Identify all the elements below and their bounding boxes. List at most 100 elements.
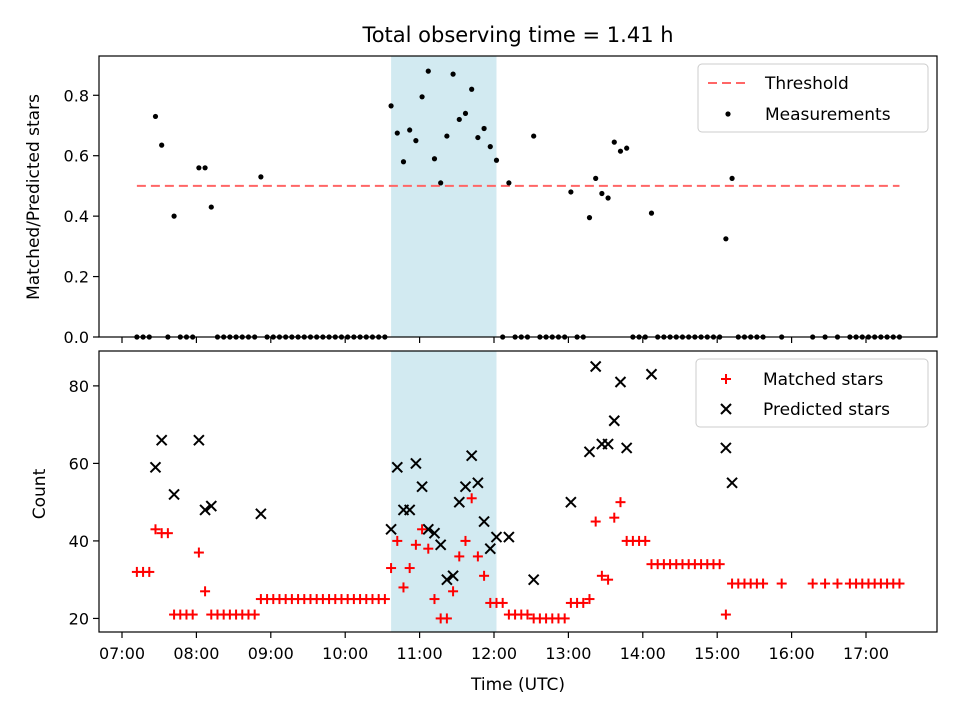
matched-star-point — [429, 594, 440, 605]
measurement-point — [506, 180, 512, 186]
measurement-point — [394, 130, 400, 136]
matched-star-point — [590, 516, 601, 527]
matched-star-point — [144, 566, 155, 577]
measurement-point — [611, 139, 617, 145]
measurement-point — [438, 180, 444, 186]
measurement-point — [159, 142, 165, 148]
predicted-star-point — [645, 368, 658, 380]
matched-star-point — [386, 563, 397, 574]
predicted-star-point — [453, 496, 465, 508]
matched-star-point — [454, 551, 465, 562]
predicted-star-point — [434, 539, 447, 551]
matched-star-point — [398, 582, 409, 593]
x-tick-label: 10:00 — [322, 644, 368, 663]
matched-star-point — [578, 597, 589, 608]
legend-measurements-label: Measurements — [765, 105, 891, 125]
x-tick-label: 12:00 — [471, 644, 517, 663]
matched-star-point — [603, 574, 614, 585]
matched-star-point — [596, 570, 607, 581]
measurement-point — [475, 134, 481, 141]
measurement-point — [586, 215, 593, 221]
measurement-point — [648, 210, 655, 216]
matched-star-point — [522, 609, 533, 620]
matched-star-point — [640, 535, 651, 546]
matched-star-point — [193, 547, 204, 558]
matched-star-point — [758, 578, 769, 589]
legend-predicted-swatch — [720, 403, 732, 415]
measurement-point — [481, 125, 487, 132]
matched-star-point — [832, 578, 843, 589]
measurement-point — [729, 175, 735, 181]
measurement-point — [605, 195, 611, 201]
predicted-star-point — [422, 523, 434, 535]
matched-star-point — [392, 535, 403, 546]
x-tick-label: 15:00 — [694, 644, 740, 663]
predicted-star-point — [465, 449, 478, 462]
measurement-point — [431, 156, 438, 162]
predicted-stars-series — [149, 360, 738, 586]
legend-threshold-label: Threshold — [764, 74, 849, 94]
predicted-star-point — [608, 415, 620, 427]
x-axis-label: Time (UTC) — [470, 675, 565, 695]
top-y-tick-label: 0.4 — [64, 207, 89, 226]
matched-star-point — [820, 578, 831, 589]
matched-star-point — [466, 493, 477, 504]
x-tick-label: 13:00 — [545, 644, 591, 663]
predicted-star-point — [726, 477, 738, 489]
bottom-y-axis: 20 40 60 80 — [69, 377, 99, 628]
measurement-point — [202, 165, 208, 171]
measurement-point — [456, 116, 462, 123]
predicted-star-point — [391, 461, 403, 473]
bottom-y-tick-label: 20 — [69, 609, 89, 628]
measurement-point — [599, 190, 605, 197]
matched-star-point — [894, 578, 905, 589]
predicted-star-point — [447, 570, 459, 582]
predicted-star-point — [720, 442, 732, 454]
bottom-y-tick-label: 80 — [69, 377, 89, 396]
matched-star-point — [460, 535, 471, 546]
x-tick-label: 11:00 — [397, 644, 443, 663]
measurement-point — [258, 174, 264, 180]
top-y-tick-label: 0.0 — [64, 328, 89, 347]
predicted-star-point — [589, 360, 602, 373]
x-tick-label: 09:00 — [248, 644, 294, 663]
x-tick-label: 16:00 — [769, 644, 815, 663]
matched-star-point — [441, 613, 452, 624]
measurement-point — [462, 110, 469, 117]
predicted-star-point — [620, 442, 633, 454]
matched-star-point — [423, 543, 434, 554]
predicted-star-point — [503, 531, 515, 543]
matched-star-point — [497, 597, 508, 608]
measurement-point — [568, 189, 574, 195]
legend-predicted-label: Predicted stars — [763, 400, 890, 420]
matched-star-point — [615, 497, 626, 508]
matched-star-point — [249, 609, 260, 620]
measurements-series — [134, 68, 903, 340]
predicted-star-point — [205, 500, 217, 512]
observing-window-top — [391, 56, 497, 337]
matched-star-point — [776, 578, 787, 589]
bottom-legend: Matched stars Predicted stars — [695, 358, 929, 428]
x-tick-label: 07:00 — [99, 644, 145, 663]
measurement-point — [208, 204, 214, 210]
matched-star-point — [609, 512, 620, 523]
matched-star-point — [200, 586, 211, 597]
x-tick-label: 08:00 — [173, 644, 219, 663]
matched-star-point — [559, 613, 570, 624]
measurement-point — [419, 94, 425, 100]
top-y-tick-label: 0.6 — [64, 147, 89, 166]
observing-window-bottom — [391, 351, 497, 632]
predicted-star-point — [583, 446, 596, 458]
legend-matched-label: Matched stars — [763, 370, 883, 390]
measurement-point — [487, 144, 493, 150]
matched-star-point — [479, 570, 490, 581]
top-legend: Threshold Measurements — [697, 63, 929, 133]
predicted-star-point — [428, 527, 441, 539]
matched-star-point — [472, 551, 483, 562]
measurement-point — [723, 236, 729, 242]
top-y-tick-label: 0.2 — [64, 268, 89, 287]
predicted-star-point — [199, 504, 211, 516]
measurement-point — [400, 159, 407, 165]
matched-star-point — [410, 539, 421, 550]
top-axes-frame — [98, 55, 938, 338]
